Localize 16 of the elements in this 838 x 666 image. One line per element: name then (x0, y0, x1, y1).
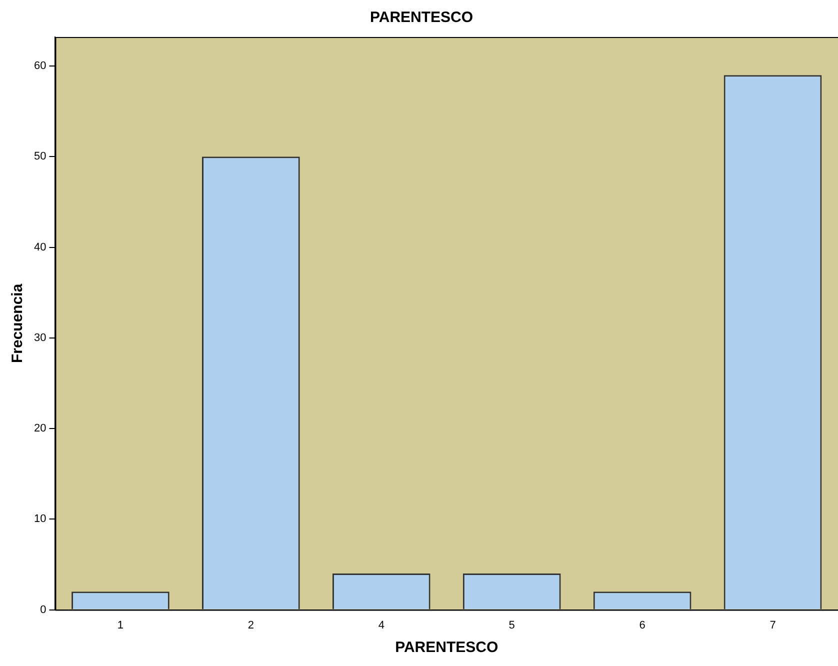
x-tick-label: 4 (378, 619, 384, 632)
y-tick-label: 40 (34, 241, 46, 254)
x-tick-label: 2 (248, 619, 254, 632)
x-axis-title: PARENTESCO (395, 639, 498, 656)
x-tick-label: 5 (508, 619, 515, 632)
y-tick-label: 0 (40, 604, 46, 616)
y-tick-label: 50 (34, 150, 46, 163)
y-tick-label: 20 (34, 422, 46, 435)
x-tick-label: 1 (117, 619, 124, 632)
y-tick-label: 30 (34, 332, 46, 344)
chart-title: PARENTESCO (370, 9, 474, 26)
y-tick-label: 60 (34, 60, 46, 72)
y-tick-label: 10 (34, 513, 46, 526)
x-tick-label: 6 (639, 619, 646, 632)
x-tick-label: 7 (770, 619, 776, 632)
y-axis-title: Frecuencia (9, 283, 26, 364)
